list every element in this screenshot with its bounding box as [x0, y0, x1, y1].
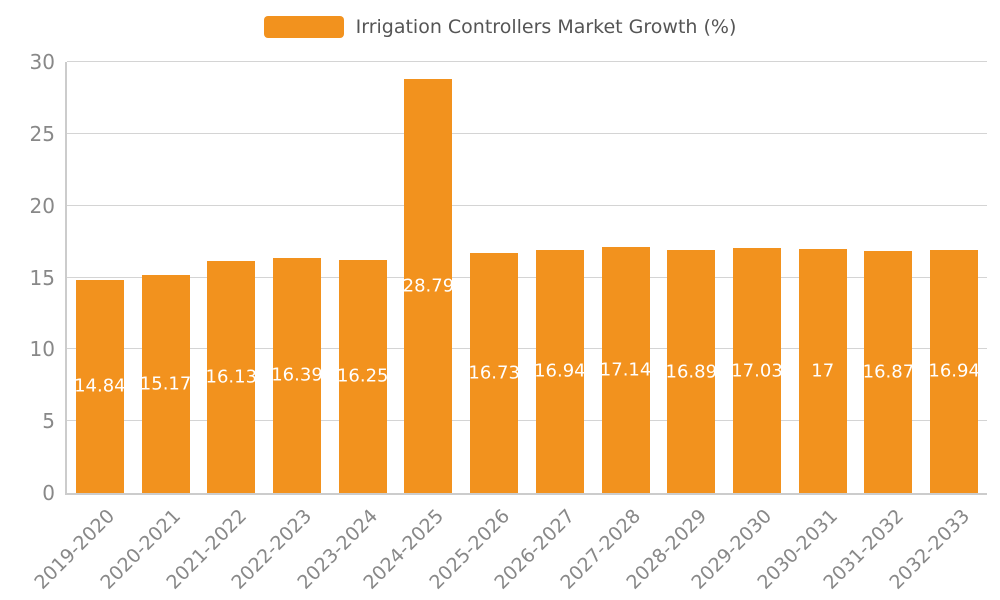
gridline	[67, 420, 987, 422]
y-axis-tick-label: 20	[29, 193, 55, 218]
legend-label: Irrigation Controllers Market Growth (%)	[355, 16, 737, 38]
gridline	[67, 61, 987, 62]
legend-swatch	[263, 16, 344, 38]
bar[interactable]	[798, 248, 847, 493]
bar[interactable]	[141, 275, 190, 493]
bar[interactable]	[601, 246, 650, 493]
gridline	[67, 276, 987, 278]
bar[interactable]	[733, 248, 781, 493]
gridline	[67, 132, 987, 134]
bar[interactable]	[273, 257, 321, 493]
y-axis-tick-label: 5	[42, 409, 55, 434]
bar[interactable]	[535, 249, 584, 493]
bar[interactable]	[75, 279, 124, 493]
legend-item[interactable]: Irrigation Controllers Market Growth (%)	[0, 16, 1000, 38]
y-axis-tick-label: 15	[29, 265, 55, 290]
bar[interactable]	[207, 261, 256, 493]
gridline	[67, 348, 987, 350]
y-axis-tick-label: 0	[42, 481, 55, 505]
bar[interactable]	[930, 249, 979, 493]
y-axis-tick-label: 25	[29, 121, 55, 146]
bar[interactable]	[470, 252, 519, 493]
bar[interactable]	[667, 250, 716, 493]
gridline	[67, 204, 987, 206]
bar[interactable]	[404, 79, 453, 493]
y-axis-tick-label: 10	[29, 337, 55, 362]
y-axis-tick-label: 30	[29, 50, 55, 74]
bar[interactable]	[338, 259, 387, 493]
bar[interactable]	[864, 250, 913, 493]
plot-area: 14.84 15.17 16.13 16.39 16.25 28.79 16.73 16.94…	[65, 61, 987, 495]
